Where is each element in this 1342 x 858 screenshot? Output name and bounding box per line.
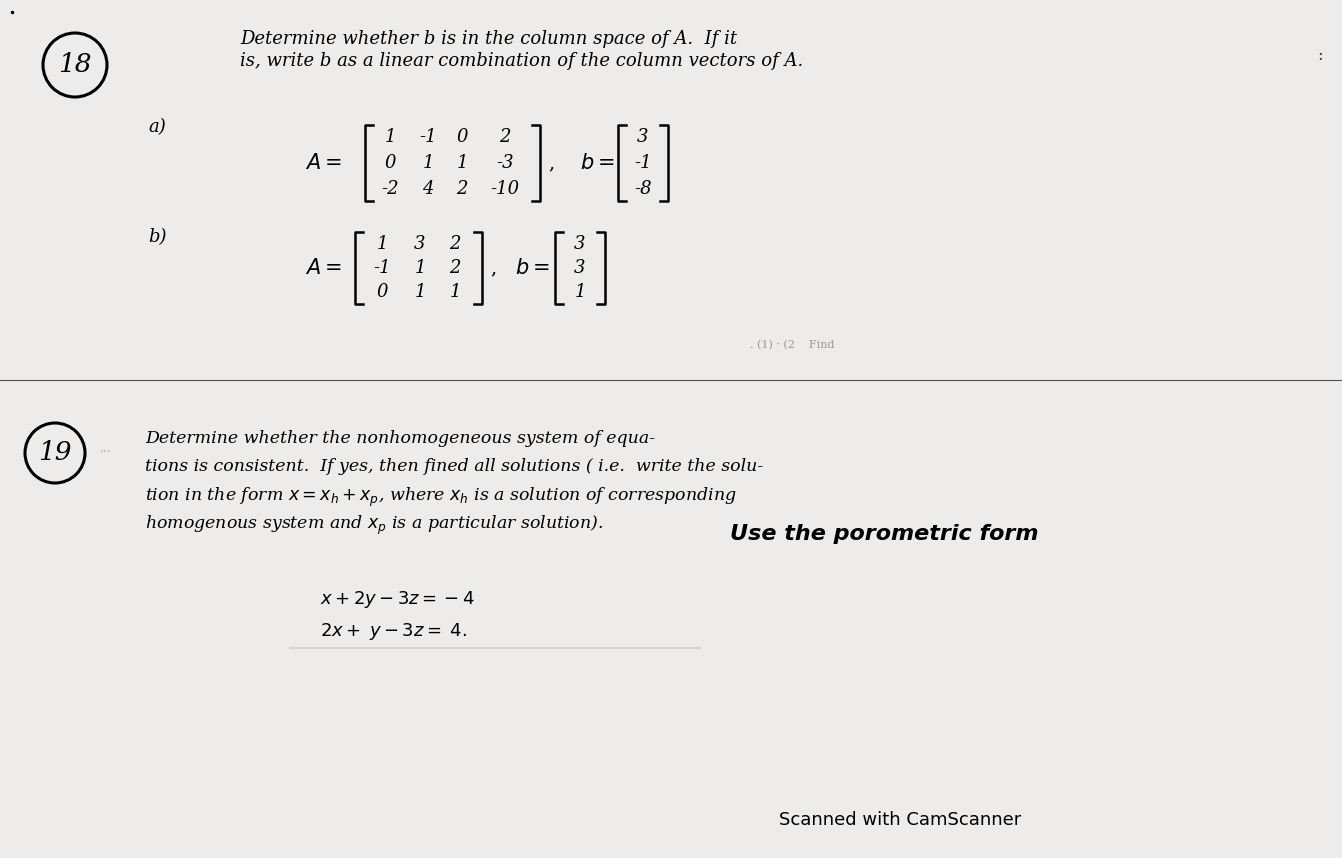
- Text: 1: 1: [456, 154, 468, 172]
- Text: 3: 3: [637, 128, 648, 146]
- Text: $x + 2y - 3z = -4$: $x + 2y - 3z = -4$: [319, 589, 475, 611]
- Text: 1: 1: [574, 283, 585, 301]
- Text: 3: 3: [574, 259, 585, 277]
- Text: -10: -10: [490, 180, 519, 198]
- Text: tions is consistent.  If yes, then fined all solutions ( i.e.  write the solu-: tions is consistent. If yes, then fined …: [145, 458, 764, 475]
- Text: is, write b as a linear combination of the column vectors of A.: is, write b as a linear combination of t…: [240, 52, 804, 70]
- Text: ,: ,: [548, 154, 554, 172]
- Text: Scanned with CamScanner: Scanned with CamScanner: [778, 811, 1021, 829]
- Text: -2: -2: [381, 180, 399, 198]
- Text: homogenous system and $x_p$ is a particular solution).: homogenous system and $x_p$ is a particu…: [145, 514, 604, 537]
- Text: Use the porometric form: Use the porometric form: [730, 524, 1039, 544]
- Text: 2: 2: [450, 235, 460, 253]
- Text: ,: ,: [490, 259, 497, 277]
- Text: $A =$: $A =$: [305, 153, 342, 173]
- Text: 0: 0: [376, 283, 388, 301]
- Text: -8: -8: [635, 180, 652, 198]
- Text: 19: 19: [39, 440, 71, 466]
- Text: 4: 4: [423, 180, 433, 198]
- Text: -1: -1: [419, 128, 436, 146]
- Text: :: :: [1318, 46, 1323, 63]
- Text: 1: 1: [423, 154, 433, 172]
- Text: b): b): [148, 228, 166, 246]
- Text: 3: 3: [415, 235, 425, 253]
- Text: 18: 18: [58, 52, 91, 77]
- Text: 0: 0: [384, 154, 396, 172]
- Text: 1: 1: [384, 128, 396, 146]
- Text: tion in the form $x = x_h + x_p$, where $x_h$ is a solution of corresponding: tion in the form $x = x_h + x_p$, where …: [145, 486, 737, 509]
- Text: 0: 0: [456, 128, 468, 146]
- Text: a): a): [148, 118, 166, 136]
- Text: . (1) · (2    Find: . (1) · (2 Find: [750, 340, 835, 350]
- Text: 2: 2: [450, 259, 460, 277]
- Text: 2: 2: [499, 128, 511, 146]
- Text: Determine whether the nonhomogeneous system of equa-: Determine whether the nonhomogeneous sys…: [145, 430, 655, 447]
- Text: 1: 1: [415, 283, 425, 301]
- Text: -1: -1: [373, 259, 391, 277]
- Text: Determine whether b is in the column space of A.  If it: Determine whether b is in the column spa…: [240, 30, 737, 48]
- Text: ···: ···: [101, 446, 111, 460]
- Text: $b =$: $b =$: [515, 258, 550, 278]
- Text: -1: -1: [635, 154, 652, 172]
- Text: -3: -3: [497, 154, 514, 172]
- Text: $2x + \; y - 3z = \; 4.$: $2x + \; y - 3z = \; 4.$: [319, 621, 467, 643]
- Text: 1: 1: [376, 235, 388, 253]
- Text: $b =$: $b =$: [580, 153, 615, 173]
- Text: 3: 3: [574, 235, 585, 253]
- Text: 2: 2: [456, 180, 468, 198]
- Text: 1: 1: [415, 259, 425, 277]
- Text: 1: 1: [450, 283, 460, 301]
- Text: $A =$: $A =$: [305, 258, 342, 278]
